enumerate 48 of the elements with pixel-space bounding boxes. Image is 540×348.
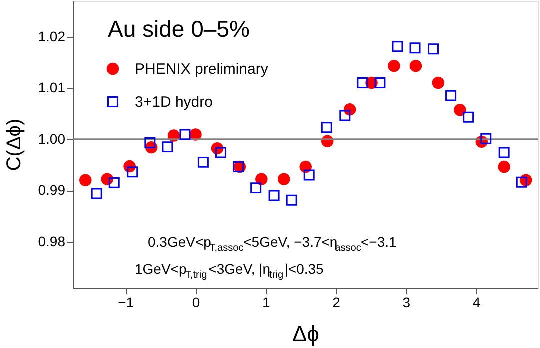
point [144,137,156,148]
x-tick-label: 1 [262,294,270,310]
point [256,173,268,186]
y-tick-label: 1.00 [38,130,66,147]
x-tick-label: 0 [192,294,200,310]
legend-label: 3+1D hydro [135,94,213,111]
point [392,41,404,52]
annotation: Au side 0–5% [108,16,250,42]
x-tick-label: −1 [118,294,134,310]
point [180,129,191,140]
x-tick-label: 3 [402,294,411,310]
point [250,182,262,194]
point [357,78,368,88]
point [463,112,474,123]
point [198,156,209,168]
point [340,110,351,122]
y-tick-label: 0.99 [38,182,66,198]
x-tick-label: 4 [472,294,481,310]
point [388,60,400,72]
y-tick-label: 0.98 [38,233,66,250]
point [215,147,226,158]
legend-label: PHENIX preliminary [135,61,269,78]
point [480,133,492,144]
point [374,78,386,88]
point [321,122,332,134]
x-axis-title: Δϕ [292,322,320,346]
point [410,60,422,72]
point [304,170,315,181]
point [108,177,120,188]
point [498,160,510,174]
y-tick-label: 1.01 [38,80,66,96]
point [432,76,445,90]
point [516,176,528,188]
point [446,90,457,102]
point [162,142,174,153]
point [410,42,421,54]
point [91,188,102,200]
y-tick-label: 1.02 [38,28,66,44]
point [80,174,92,186]
point [454,104,466,116]
x-tick-label: 2 [332,294,341,310]
point [278,173,290,186]
point [268,190,280,202]
point [428,44,439,55]
y-axis-title: C(Δϕ) [3,118,26,172]
point [498,147,510,158]
point [286,194,298,206]
point [127,166,138,178]
